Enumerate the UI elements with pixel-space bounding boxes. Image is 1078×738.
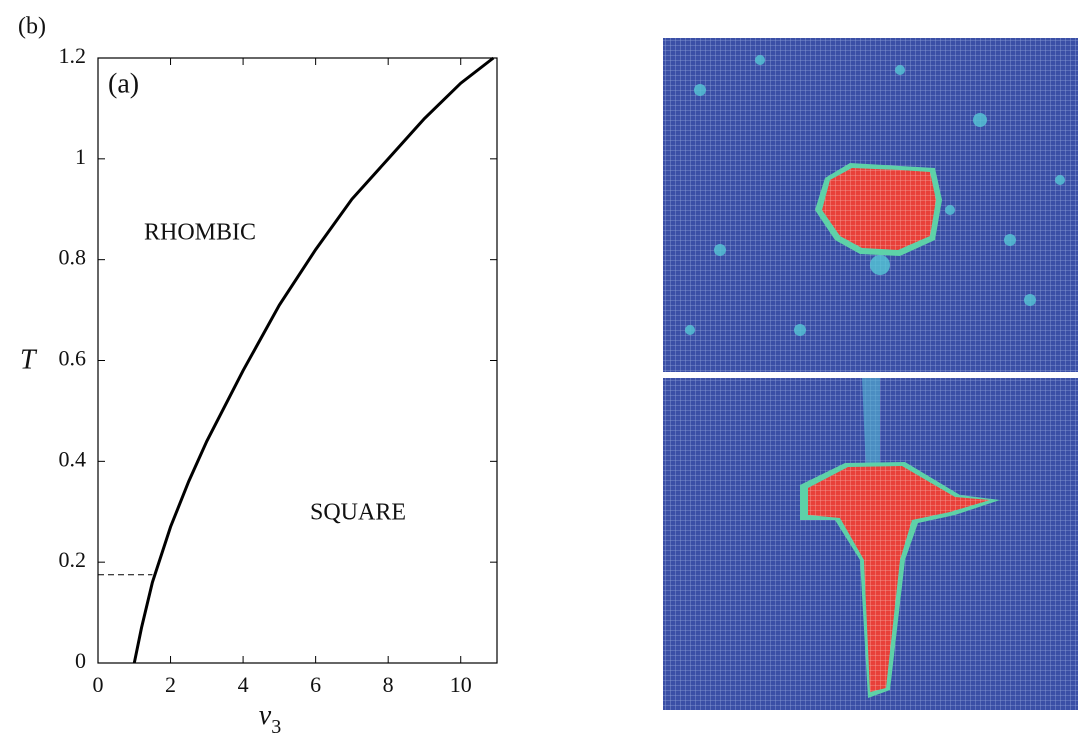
- x-axis-label-sub: 3: [271, 716, 281, 738]
- x-tick-label: 8: [383, 672, 394, 697]
- y-axis-label: T: [20, 344, 38, 375]
- x-tick-label: 6: [310, 672, 321, 697]
- panel-label: (b): [18, 14, 46, 40]
- figure: (b) 0 2 4 6 8 10 0 0.2 0.4 0.6 0.8 1 1.2 (a) RHOMBIC SQ…: [0, 0, 1078, 738]
- plot-frame: [98, 58, 497, 663]
- x-tick-label: 2: [165, 672, 176, 697]
- x-tick-label: 0: [93, 672, 104, 697]
- x-axis-label-main: v: [259, 700, 272, 731]
- y-tick-label: 1.2: [59, 43, 87, 68]
- annotation: RHOMBIC: [144, 220, 256, 246]
- annotation: SQUARE: [310, 500, 406, 526]
- y-tick-label: 0.8: [59, 245, 87, 270]
- y-tick-label: 0.4: [59, 446, 87, 471]
- x-tick-label: 10: [450, 672, 472, 697]
- y-tick-label: 0.6: [59, 346, 87, 371]
- inset-label: (a): [108, 68, 139, 99]
- simulation-image-top: [663, 38, 1078, 372]
- y-tick-label: 1: [75, 144, 86, 169]
- x-axis-label: v3: [259, 700, 281, 737]
- phase-boundary: [134, 58, 493, 663]
- simulation-image-bottom: [663, 378, 1078, 710]
- y-tick-label: 0: [75, 648, 86, 673]
- y-tick-label: 0.2: [59, 547, 87, 572]
- x-tick-label: 4: [238, 672, 249, 697]
